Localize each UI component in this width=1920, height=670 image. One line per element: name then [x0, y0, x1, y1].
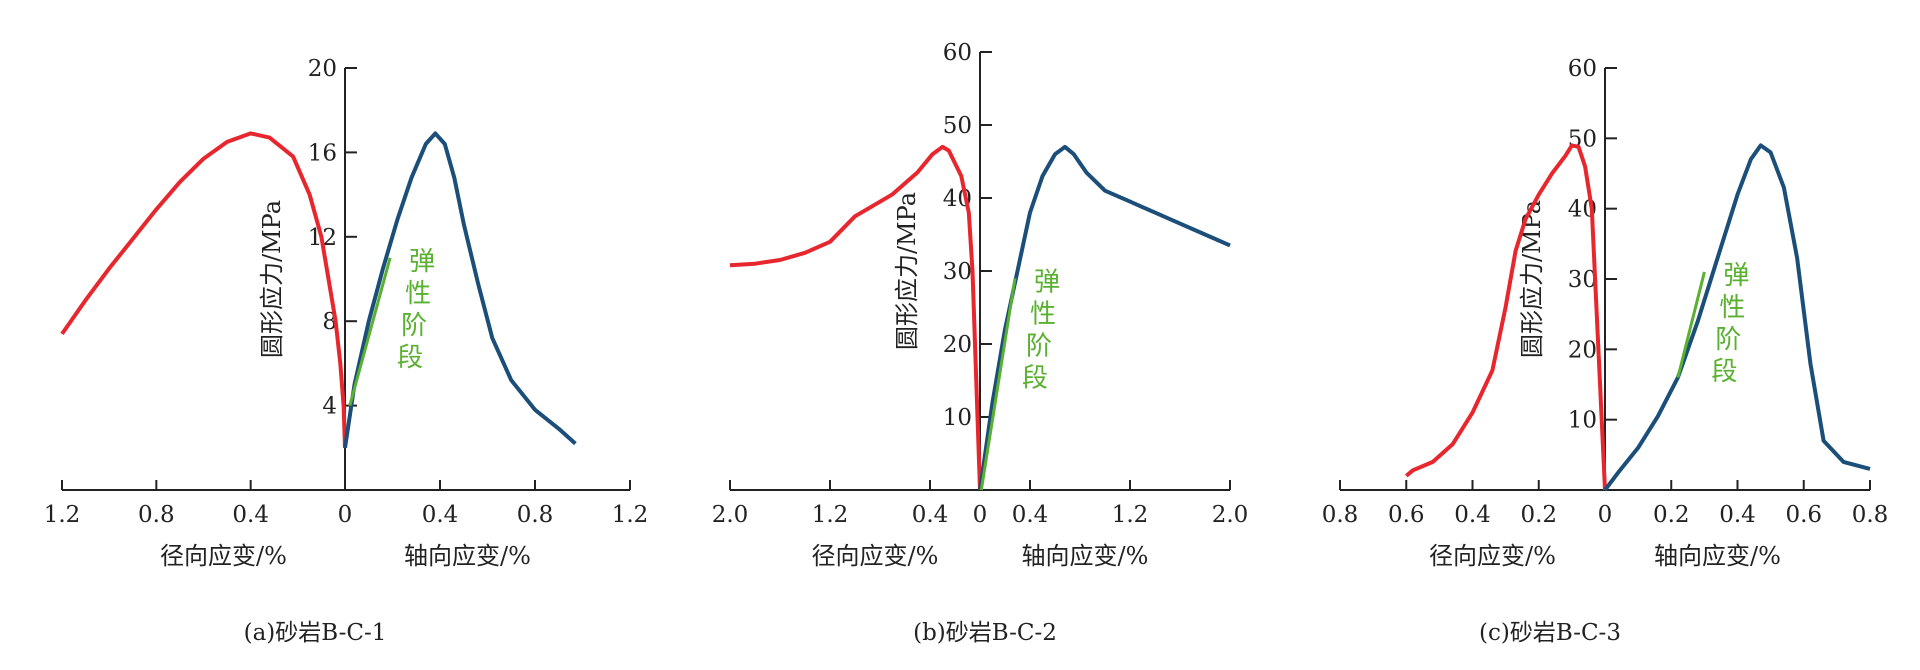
- y-tick-label: 30: [943, 259, 972, 285]
- x-tick-label: 2.0: [712, 502, 749, 528]
- y-tick-label: 20: [308, 56, 337, 82]
- x-tick-label: 0.2: [1653, 502, 1690, 528]
- x-tick-label: 1.2: [44, 502, 81, 528]
- x-axis-label-radial: 径向应变/%: [1429, 542, 1556, 570]
- y-tick-label: 20: [1568, 337, 1597, 363]
- x-axis-label-axial: 轴向应变/%: [404, 542, 531, 570]
- x-tick-label: 0.4: [1454, 502, 1491, 528]
- x-tick-label: 0.4: [422, 502, 459, 528]
- elastic-stage-annotation-char: 段: [397, 343, 423, 373]
- elastic-stage-annotation-char: 阶: [401, 311, 427, 341]
- x-tick-label: 0.4: [232, 502, 269, 528]
- x-tick-label: 1.2: [612, 502, 649, 528]
- elastic-stage-annotation-char: 性: [1030, 299, 1056, 329]
- y-tick-label: 60: [1568, 56, 1597, 82]
- radial-strain-curve: [729, 144, 982, 491]
- y-tick-label: 60: [943, 40, 972, 66]
- x-tick-label: 0.2: [1520, 502, 1557, 528]
- radial-strain-curve: [1405, 143, 1607, 491]
- y-tick-label: 10: [943, 405, 972, 431]
- y-axis-label: 圆形应力/MPa: [893, 192, 921, 350]
- x-tick-label: 0.4: [1719, 502, 1756, 528]
- elastic-stage-annotation-char: 弹: [1034, 267, 1060, 297]
- x-axis-label-axial: 轴向应变/%: [1654, 542, 1781, 570]
- y-tick-label: 20: [943, 332, 972, 358]
- x-tick-label: 0: [338, 502, 353, 528]
- x-tick-label: 0.4: [912, 502, 949, 528]
- axial-strain-curve: [1603, 143, 1871, 492]
- panel-caption: (c)砂岩B-C-3: [1479, 620, 1621, 646]
- radial-strain-curve: [60, 131, 347, 448]
- y-tick-label: 10: [1568, 408, 1597, 434]
- x-tick-label: 0: [1598, 502, 1613, 528]
- x-tick-label: 0.6: [1785, 502, 1822, 528]
- y-tick-label: 30: [1568, 267, 1597, 293]
- y-tick-label: 16: [308, 140, 337, 166]
- x-tick-label: 0.8: [517, 502, 554, 528]
- elastic-stage-line: [979, 278, 1017, 491]
- elastic-stage-annotation-char: 段: [1022, 363, 1048, 393]
- x-tick-label: 0: [973, 502, 988, 528]
- x-tick-label: 0.6: [1388, 502, 1425, 528]
- elastic-stage-annotation-char: 阶: [1026, 331, 1052, 361]
- x-tick-label: 0.8: [1852, 502, 1889, 528]
- x-tick-label: 0.8: [1322, 502, 1359, 528]
- x-tick-label: 1.2: [812, 502, 849, 528]
- elastic-stage-annotation-char: 性: [1719, 293, 1745, 323]
- elastic-stage-annotation-char: 性: [405, 279, 431, 309]
- elastic-stage-annotation-char: 段: [1711, 357, 1737, 387]
- y-axis-label: 圆形应力/MPa: [258, 200, 286, 358]
- axial-strain-curve: [978, 144, 1231, 491]
- panel-caption: (a)砂岩B-C-1: [244, 620, 387, 646]
- elastic-stage-line: [1676, 271, 1706, 378]
- elastic-stage-line: [348, 257, 392, 406]
- elastic-stage-annotation-char: 阶: [1715, 325, 1741, 355]
- x-tick-label: 0.8: [138, 502, 175, 528]
- x-tick-label: 2.0: [1212, 502, 1249, 528]
- elastic-stage-annotation-char: 弹: [1723, 261, 1749, 291]
- x-axis-label-radial: 径向应变/%: [812, 542, 939, 570]
- panel-caption: (b)砂岩B-C-2: [913, 620, 1057, 646]
- y-tick-label: 50: [943, 113, 972, 139]
- x-tick-label: 0.4: [1012, 502, 1049, 528]
- x-axis-label-axial: 轴向应变/%: [1022, 542, 1149, 570]
- x-tick-label: 1.2: [1112, 502, 1149, 528]
- axial-strain-curve: [343, 131, 577, 449]
- x-axis-label-radial: 径向应变/%: [160, 542, 287, 570]
- elastic-stage-annotation-char: 弹: [409, 247, 435, 277]
- y-tick-label: 4: [322, 394, 337, 420]
